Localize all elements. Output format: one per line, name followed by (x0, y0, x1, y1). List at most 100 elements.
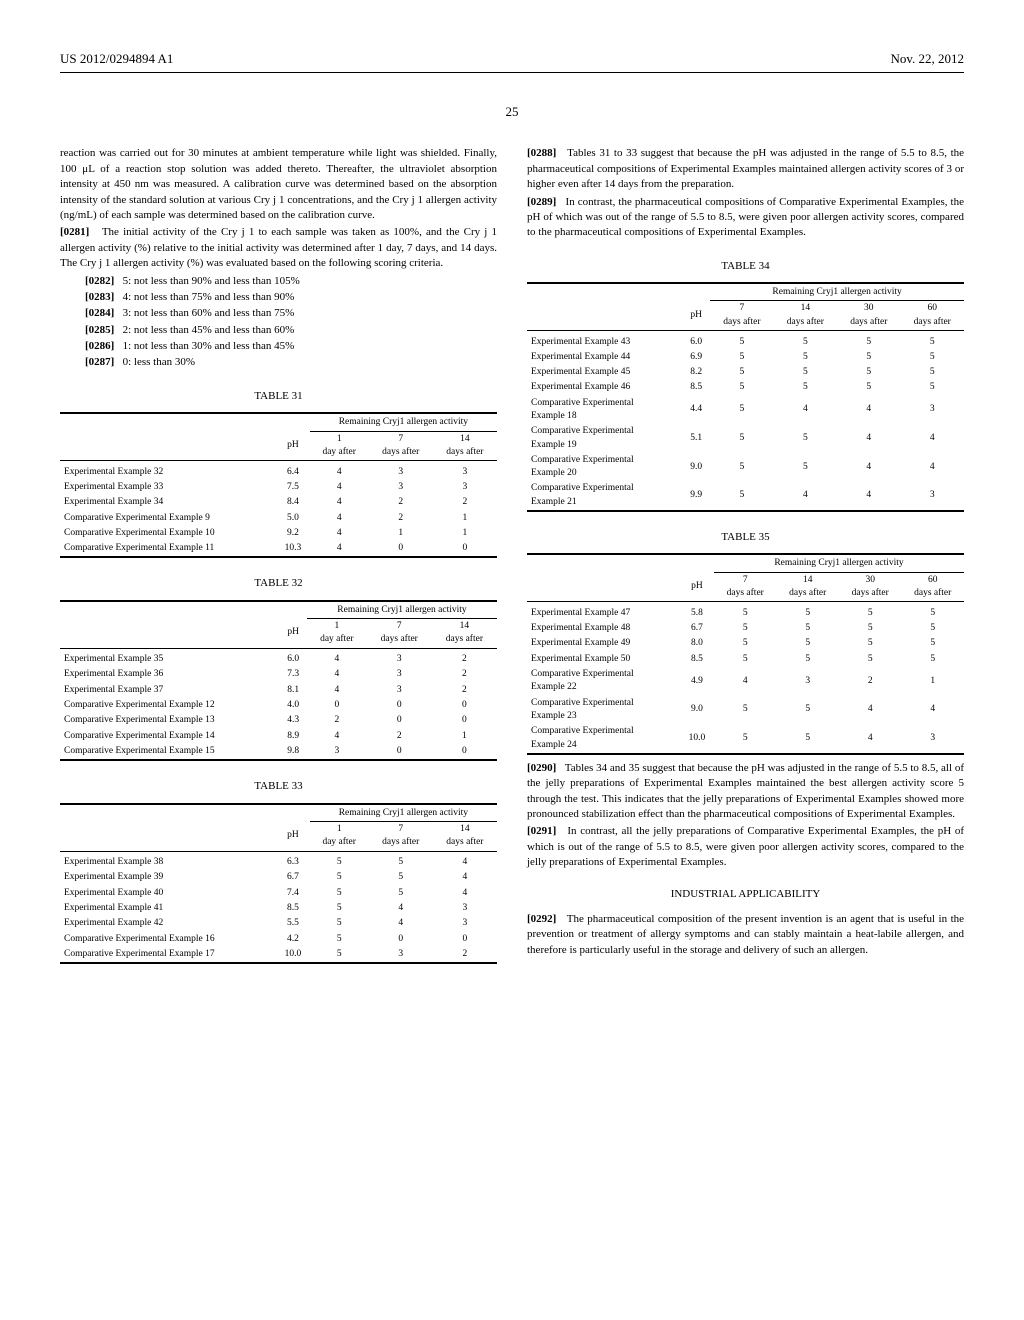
table-cell: 0 (432, 713, 497, 728)
table-cell: 5 (776, 652, 838, 667)
table-cell: 5 (310, 932, 369, 947)
table-cell: 10.3 (276, 541, 310, 557)
table-cell: 4 (310, 480, 369, 495)
table-cell: 8.4 (276, 495, 310, 510)
table33-caption: TABLE 33 (60, 779, 497, 794)
table-cell: 8.5 (682, 380, 710, 395)
table-col-header: 7days after (367, 619, 432, 649)
table-cell: 6.0 (682, 335, 710, 350)
table32-caption: TABLE 32 (60, 576, 497, 591)
table-cell: 5 (901, 365, 964, 380)
table-cell: 4.9 (680, 667, 714, 696)
table-col-header: 7days after (710, 301, 773, 331)
table-cell: 8.5 (276, 901, 310, 916)
table-cell: 4.3 (279, 713, 306, 728)
table-cell: 0 (369, 932, 433, 947)
right-column: [0288] Tables 31 to 33 suggest that beca… (527, 146, 964, 970)
table-cell: 5 (839, 621, 901, 636)
table-row-label: Comparative ExperimentalExample 23 (527, 696, 680, 725)
table-cell: 0 (367, 713, 432, 728)
table-subheader: Remaining Cryj1 allergen activity (710, 285, 964, 301)
table-col-header: pH (276, 431, 310, 461)
table-cell: 4 (307, 667, 367, 682)
table-cell: 4 (839, 724, 901, 754)
table-row-label: Experimental Example 35 (60, 652, 279, 667)
table-cell: 5 (710, 350, 773, 365)
table-31: Remaining Cryj1 allergen activitypH1day … (60, 412, 497, 558)
table-cell: 4 (901, 453, 964, 482)
table-cell: 4.4 (682, 396, 710, 425)
table-cell: 2 (433, 947, 497, 963)
table-cell: 5 (310, 916, 369, 931)
table-row-label: Comparative ExperimentalExample 21 (527, 481, 682, 511)
table-cell: 8.5 (680, 652, 714, 667)
table-cell: 5 (837, 350, 900, 365)
table-cell: 5 (774, 453, 837, 482)
table-cell: 4 (837, 481, 900, 511)
table-cell: 5 (774, 365, 837, 380)
score-num: [0284] (85, 307, 114, 319)
table-cell: 4 (310, 526, 369, 541)
score-text: 0: less than 30% (123, 356, 195, 368)
table-cell: 5.8 (680, 606, 714, 621)
table-row-label: Experimental Example 34 (60, 495, 276, 510)
table-cell: 8.2 (682, 365, 710, 380)
paragraph-0292: [0292] The pharmaceutical composition of… (527, 912, 964, 958)
score-criterion: [0285] 2: not less than 45% and less tha… (85, 323, 497, 338)
table31-caption: TABLE 31 (60, 389, 497, 404)
table-cell: 0 (367, 744, 432, 760)
table-row-label: Experimental Example 45 (527, 365, 682, 380)
table-cell: 3 (901, 481, 964, 511)
table-cell: 4 (369, 901, 433, 916)
table-col-header: 14days after (776, 572, 838, 602)
table-cell: 6.7 (680, 621, 714, 636)
table-cell: 5 (714, 696, 776, 725)
table-cell: 3 (369, 480, 433, 495)
left-column: reaction was carried out for 30 minutes … (60, 146, 497, 970)
table-row-label: Experimental Example 36 (60, 667, 279, 682)
table-cell: 6.0 (279, 652, 306, 667)
table-cell: 3 (433, 901, 497, 916)
table-cell: 3 (307, 744, 367, 760)
score-text: 4: not less than 75% and less than 90% (123, 291, 295, 303)
score-criterion: [0282] 5: not less than 90% and less tha… (85, 274, 497, 289)
table-cell: 2 (432, 667, 497, 682)
table-cell: 4 (310, 465, 369, 480)
table-cell: 5 (839, 636, 901, 651)
para-text-0291: In contrast, all the jelly preparations … (527, 825, 964, 868)
table-cell: 5 (310, 855, 369, 870)
table-cell: 9.2 (276, 526, 310, 541)
table-cell: 5 (369, 886, 433, 901)
table-cell: 1 (369, 526, 433, 541)
para-num-0289: [0289] (527, 196, 556, 208)
table-cell: 5 (774, 424, 837, 453)
table-cell: 0 (307, 698, 367, 713)
table-cell: 9.9 (682, 481, 710, 511)
table-row-label: Experimental Example 33 (60, 480, 276, 495)
table-cell: 2 (369, 495, 433, 510)
table-cell: 8.0 (680, 636, 714, 651)
paragraph-0289: [0289] In contrast, the pharmaceutical c… (527, 195, 964, 241)
table-cell: 3 (433, 465, 497, 480)
table-row-label: Comparative ExperimentalExample 18 (527, 396, 682, 425)
table-cell: 3 (367, 683, 432, 698)
industrial-applicability-heading: INDUSTRIAL APPLICABILITY (527, 887, 964, 902)
table-col-header: 14days after (433, 431, 497, 461)
table-subheader: Remaining Cryj1 allergen activity (310, 806, 497, 822)
table-row-label: Experimental Example 43 (527, 335, 682, 350)
table-cell: 4 (307, 729, 367, 744)
table-row-label: Comparative Experimental Example 15 (60, 744, 279, 760)
table-cell: 0 (433, 541, 497, 557)
table-cell: 4 (310, 511, 369, 526)
table-cell: 4 (774, 481, 837, 511)
table-32: Remaining Cryj1 allergen activitypH1day … (60, 600, 497, 761)
paragraph-0291: [0291] In contrast, all the jelly prepar… (527, 824, 964, 870)
continuation-paragraph: reaction was carried out for 30 minutes … (60, 146, 497, 223)
para-text-0289: In contrast, the pharmaceutical composit… (527, 196, 964, 239)
table-cell: 4 (307, 652, 367, 667)
table-row-label: Comparative Experimental Example 9 (60, 511, 276, 526)
table-row-label: Comparative Experimental Example 10 (60, 526, 276, 541)
table-row-label: Experimental Example 32 (60, 465, 276, 480)
table-cell: 5 (774, 350, 837, 365)
table-cell: 5 (710, 380, 773, 395)
